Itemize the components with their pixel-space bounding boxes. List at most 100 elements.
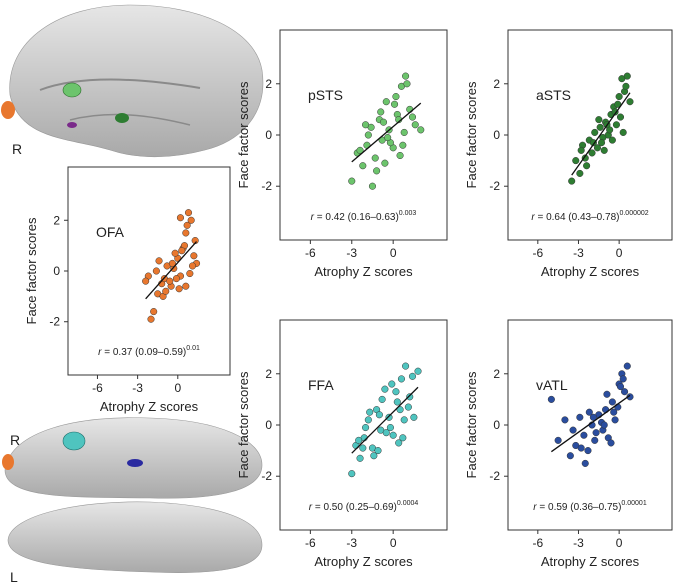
brain-lateral [1, 4, 264, 158]
data-point [411, 121, 419, 129]
data-point [584, 447, 592, 455]
data-point [403, 80, 411, 88]
data-point [162, 287, 170, 295]
data-point [608, 136, 616, 144]
data-point [406, 393, 414, 401]
data-point [188, 262, 197, 270]
data-point [589, 413, 597, 421]
stat-r: r [533, 502, 537, 513]
x-axis-label: Atrophy Z scores [100, 399, 199, 414]
data-point [616, 383, 625, 391]
stat-r: r [98, 347, 102, 358]
regression-line [351, 102, 422, 163]
panel-title: aSTS [536, 87, 571, 103]
data-point [166, 277, 174, 285]
data-point [395, 439, 403, 447]
data-point [623, 72, 631, 80]
x-tick-label: 0 [616, 246, 623, 260]
data-point [399, 141, 407, 149]
stat-r: r [531, 212, 535, 223]
data-point [621, 388, 629, 396]
data-point [396, 151, 404, 160]
data-point [142, 277, 150, 285]
data-point [600, 146, 608, 154]
x-tick-label: -3 [573, 536, 584, 550]
y-axis-label: Face factor scores [24, 217, 39, 324]
y-tick-label: 0 [53, 264, 60, 278]
x-tick-label: 0 [390, 246, 397, 260]
stat-r: r [309, 502, 313, 513]
data-point [356, 454, 364, 462]
panel-title: OFA [96, 224, 125, 240]
data-point [356, 146, 364, 154]
data-point [364, 131, 372, 139]
data-point [603, 390, 611, 398]
brain-ventral [2, 417, 263, 573]
data-point [371, 154, 379, 162]
plot-frame [67, 166, 231, 376]
x-tick-label: -3 [346, 536, 357, 550]
data-point [576, 413, 584, 421]
stat-p: 0.00001 [621, 500, 646, 507]
data-point [622, 82, 630, 90]
data-point [597, 139, 606, 147]
data-point [399, 434, 407, 442]
data-point [400, 416, 408, 424]
data-point [581, 154, 589, 162]
hemisphere-label: L [10, 569, 18, 585]
y-axis-label: Face factor scores [464, 81, 479, 188]
data-point [616, 113, 625, 121]
data-point [370, 452, 378, 460]
data-point [591, 436, 599, 444]
plot-frame [279, 29, 448, 241]
data-point [596, 123, 604, 131]
panel-title: FFA [308, 377, 334, 393]
stat-p: 0.01 [186, 345, 200, 352]
stat-text: = 0.42 (0.16–0.63) [314, 212, 399, 223]
data-point [615, 93, 623, 101]
stat-p: 0.0004 [397, 500, 419, 507]
regression-line [550, 394, 631, 453]
data-point [408, 372, 417, 380]
panel-title: pSTS [308, 87, 343, 103]
hemisphere-label: R [10, 432, 20, 448]
data-point [591, 128, 599, 136]
y-tick-label: 2 [493, 367, 500, 381]
data-point [182, 229, 190, 237]
data-point [402, 362, 410, 370]
plot-frame [507, 29, 673, 241]
data-point [393, 398, 401, 406]
data-point [382, 429, 390, 437]
data-point [402, 72, 410, 80]
stat-text: = 0.64 (0.43–0.78) [535, 212, 620, 223]
data-point [348, 177, 356, 185]
x-tick-label: 0 [390, 536, 397, 550]
data-point [147, 315, 155, 323]
data-point [593, 144, 602, 152]
data-point [608, 398, 616, 406]
y-tick-label: -2 [261, 179, 272, 193]
data-point [389, 431, 397, 439]
data-point [183, 221, 191, 229]
data-point [588, 149, 596, 157]
data-point [583, 162, 591, 170]
y-tick-label: -2 [489, 179, 500, 193]
data-point [368, 182, 377, 190]
stat-annotation: r = 0.50 (0.25–0.69)0.0004 [309, 500, 419, 513]
x-axis-label: Atrophy Z scores [541, 264, 640, 279]
data-point [190, 252, 198, 260]
data-point [619, 375, 627, 383]
x-tick-label: -6 [532, 246, 543, 260]
data-point [359, 162, 367, 170]
x-tick-label: 0 [616, 536, 623, 550]
data-point [373, 167, 381, 175]
stat-r: r [311, 212, 315, 223]
data-point [379, 118, 388, 126]
data-point [577, 146, 585, 154]
data-point [382, 98, 390, 106]
data-point [626, 393, 634, 401]
data-point [175, 285, 183, 293]
x-tick-label: -6 [92, 381, 103, 395]
stat-annotation: r = 0.64 (0.43–0.78)0.000002 [531, 210, 648, 223]
y-tick-label: -2 [49, 315, 60, 329]
